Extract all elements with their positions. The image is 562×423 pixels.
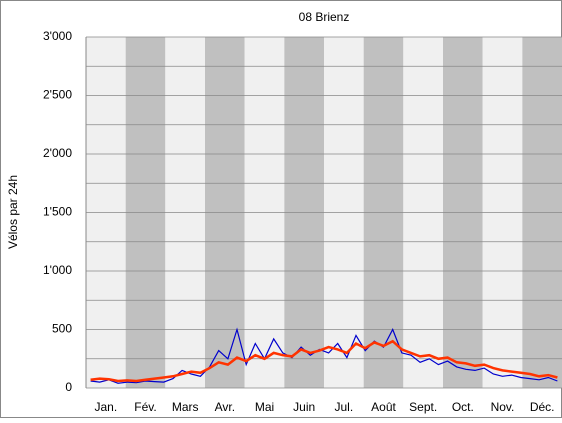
y-tick-label: 3'000: [43, 29, 72, 43]
data-line: [90, 327, 558, 384]
chart-title: 08 Brienz: [299, 10, 350, 24]
y-tick-label: 1'000: [43, 263, 72, 277]
x-tick-label: Mars: [172, 400, 199, 414]
x-tick-label: Déc.: [530, 400, 555, 414]
x-tick-label: Fév.: [134, 400, 156, 414]
y-tick-label: 2'500: [43, 88, 72, 102]
x-tick-label: Sept.: [409, 400, 437, 414]
x-tick-label: Jan.: [94, 400, 117, 414]
y-tick-label: 1'500: [43, 205, 72, 219]
x-tick-label: Août: [371, 400, 396, 414]
x-tick-label: Juin: [293, 400, 315, 414]
y-tick-label: 2'000: [43, 146, 72, 160]
y-tick-label: 0: [65, 380, 72, 394]
data-line: [90, 339, 558, 383]
x-tick-label: Mai: [255, 400, 274, 414]
x-tick-label: Nov.: [491, 400, 515, 414]
y-tick-label: 500: [52, 322, 72, 336]
x-tick-label: Oct.: [452, 400, 474, 414]
x-tick-label: Jul.: [334, 400, 353, 414]
x-tick-label: Avr.: [215, 400, 235, 414]
y-axis-label: Vélos par 24h: [6, 175, 20, 249]
